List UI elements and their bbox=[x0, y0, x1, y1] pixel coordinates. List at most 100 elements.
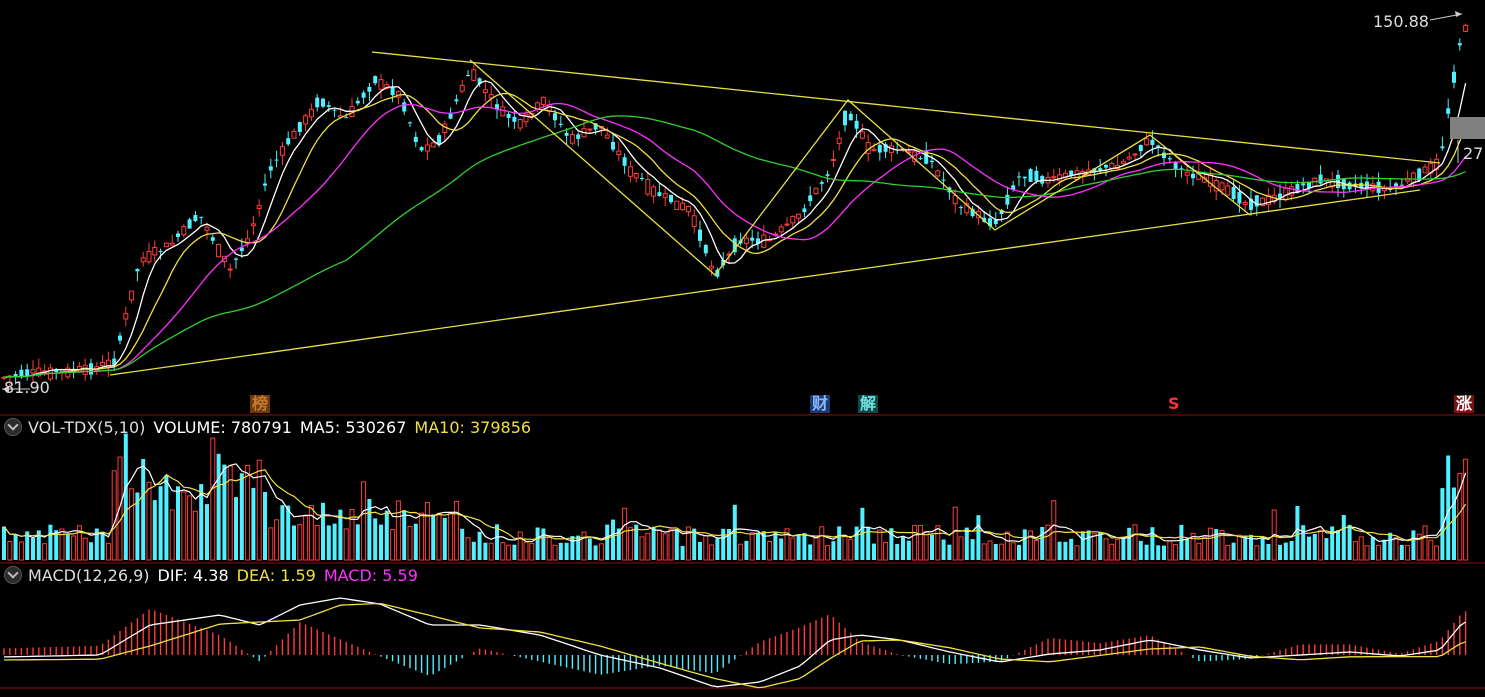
volume-bar bbox=[1225, 544, 1231, 561]
volume-bar bbox=[1352, 541, 1358, 561]
volume-bar bbox=[634, 524, 639, 560]
event-marker[interactable]: 财 bbox=[810, 394, 831, 413]
volume-bar bbox=[1243, 535, 1248, 560]
volume-bar bbox=[593, 545, 598, 560]
macd-histogram bbox=[3, 609, 1467, 676]
candle-body bbox=[1138, 144, 1143, 152]
candle-body bbox=[645, 179, 651, 195]
candle-body bbox=[187, 219, 192, 229]
volume-bar bbox=[976, 515, 981, 560]
candle-body bbox=[315, 97, 320, 108]
candle-body bbox=[118, 335, 122, 341]
volume-bar bbox=[436, 512, 442, 561]
volume-bar bbox=[169, 509, 175, 561]
volume-bar bbox=[1295, 506, 1300, 560]
volume-bar bbox=[831, 541, 836, 560]
candle-body bbox=[1144, 138, 1150, 146]
volume-bar bbox=[1446, 455, 1451, 560]
event-marker[interactable]: 解 bbox=[858, 394, 879, 413]
volume-bar bbox=[413, 523, 418, 560]
volume-bar bbox=[651, 526, 656, 560]
volume-bar bbox=[825, 545, 831, 561]
ma60-line bbox=[3, 115, 1466, 378]
candle-body bbox=[993, 220, 998, 225]
volume-bar bbox=[1214, 529, 1219, 560]
volume-bar bbox=[1347, 524, 1352, 560]
chevron-down-icon[interactable] bbox=[4, 566, 22, 584]
volume-bar bbox=[424, 502, 430, 561]
volume-bar bbox=[384, 510, 389, 560]
trendline bbox=[109, 189, 1421, 376]
volume-bar bbox=[529, 543, 535, 561]
candle-body bbox=[408, 122, 412, 124]
volume-indicator-name[interactable]: VOL-TDX(5,10) bbox=[28, 418, 146, 437]
volume-bar bbox=[152, 500, 157, 560]
volume-bar bbox=[205, 504, 209, 560]
volume-bar bbox=[7, 541, 13, 561]
volume-bar bbox=[1452, 487, 1456, 560]
candle-body bbox=[297, 122, 302, 132]
macd-indicator-name[interactable]: MACD(12,26,9) bbox=[28, 566, 150, 585]
volume-bar bbox=[2, 526, 6, 560]
candle-body bbox=[1022, 176, 1027, 179]
volume-bar bbox=[564, 542, 569, 560]
candle-body bbox=[587, 128, 593, 131]
volume-bar bbox=[448, 513, 454, 561]
candle-body bbox=[1446, 108, 1451, 114]
volume-bar bbox=[308, 505, 314, 561]
volume-bar bbox=[767, 541, 773, 561]
volume-bar bbox=[703, 535, 709, 561]
candle-body bbox=[964, 203, 970, 214]
volume-bar bbox=[89, 542, 93, 560]
volume-bar bbox=[1051, 500, 1057, 561]
candle-body bbox=[274, 159, 279, 161]
candle-body bbox=[234, 258, 238, 260]
candle-body bbox=[1440, 146, 1445, 149]
event-marker[interactable]: S bbox=[1168, 394, 1180, 413]
candle-body bbox=[715, 269, 720, 277]
volume-bar bbox=[407, 525, 413, 561]
volume-bar bbox=[471, 541, 476, 560]
volume-bar bbox=[848, 538, 854, 561]
candle-body bbox=[674, 200, 680, 211]
volume-bar bbox=[94, 528, 99, 560]
candle-body bbox=[390, 87, 395, 96]
volume-bar bbox=[373, 518, 378, 560]
volume-bar bbox=[819, 526, 825, 561]
chevron-down-icon[interactable] bbox=[4, 418, 22, 436]
volume-bar bbox=[1115, 538, 1121, 561]
volume-bar bbox=[1162, 545, 1166, 560]
volume-bar bbox=[111, 470, 117, 561]
event-marker[interactable]: 涨 bbox=[1454, 394, 1475, 413]
volume-bar bbox=[1393, 537, 1399, 561]
candle-body bbox=[1219, 182, 1225, 191]
volume-bar bbox=[587, 538, 592, 560]
volume-bar bbox=[1156, 545, 1161, 560]
ma20-line bbox=[3, 102, 1467, 378]
event-marker[interactable]: 榜 bbox=[250, 394, 271, 413]
macd-dea: DEA: 1.59 bbox=[236, 566, 316, 585]
candle-body bbox=[1069, 170, 1074, 176]
volume-bar bbox=[251, 487, 256, 560]
volume-bar bbox=[18, 541, 24, 561]
volume-bar bbox=[1063, 541, 1068, 560]
volume-bar bbox=[268, 527, 274, 561]
candle-body bbox=[1098, 168, 1103, 171]
volume-bar bbox=[1336, 530, 1340, 560]
volume-bar bbox=[1098, 532, 1103, 560]
volume-bar bbox=[958, 536, 964, 561]
volume-bar bbox=[395, 500, 401, 561]
volume-bar bbox=[1028, 530, 1034, 561]
candle-body bbox=[495, 104, 499, 110]
candle-body bbox=[419, 147, 424, 151]
volume-bar bbox=[889, 528, 894, 560]
candle-body bbox=[36, 367, 42, 377]
volume-bar bbox=[993, 544, 998, 560]
candle-body bbox=[1034, 170, 1039, 181]
candle-body bbox=[604, 134, 610, 139]
volume-bar bbox=[738, 543, 744, 561]
candle-body bbox=[564, 132, 569, 136]
volume-bar bbox=[210, 437, 216, 561]
volume-bar bbox=[842, 535, 848, 561]
